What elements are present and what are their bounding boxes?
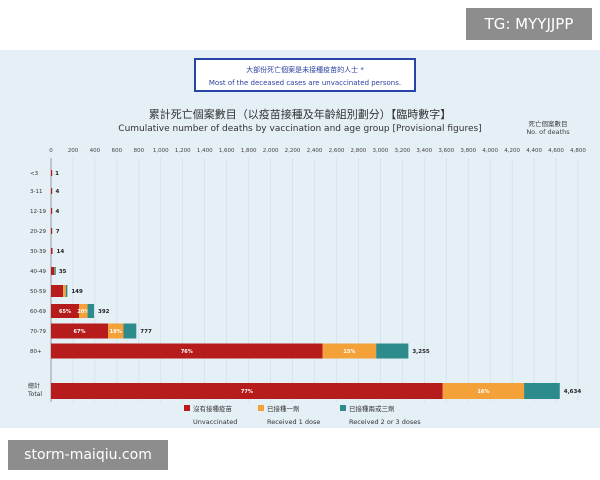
category-label: 40-49 bbox=[30, 269, 46, 275]
segment-percent-label: 20% bbox=[77, 309, 89, 315]
note-english: Most of the deceased cases are unvaccina… bbox=[208, 79, 402, 87]
bar-segment bbox=[51, 170, 53, 176]
x-tick-label: 3,600 bbox=[438, 148, 454, 154]
category-label: 80+ bbox=[30, 349, 42, 355]
x-tick-label: 3,000 bbox=[373, 148, 389, 154]
bar-segment bbox=[322, 343, 377, 359]
x-tick-label: 2,000 bbox=[263, 148, 279, 154]
segment-percent-label: 16% bbox=[477, 389, 489, 395]
category-label: 總計 bbox=[28, 382, 40, 390]
bar-segment bbox=[51, 304, 79, 318]
bar-segment bbox=[63, 285, 66, 297]
bar-segment bbox=[108, 323, 124, 339]
unit-label-zh: 死亡個案數目 bbox=[528, 120, 568, 128]
bar-total-label: 4,634 bbox=[564, 389, 582, 395]
x-tick-label: 1,200 bbox=[175, 148, 191, 154]
bar-total-label: 777 bbox=[140, 329, 152, 335]
bar-total-label: 14 bbox=[57, 249, 65, 255]
x-tick-label: 600 bbox=[112, 148, 123, 154]
bar-segment bbox=[51, 188, 53, 194]
x-tick-label: 1,000 bbox=[153, 148, 169, 154]
x-tick-label: 400 bbox=[90, 148, 101, 154]
x-tick-label: 2,800 bbox=[351, 148, 367, 154]
x-tick-label: 4,800 bbox=[570, 148, 586, 154]
category-label: 20-29 bbox=[30, 229, 46, 235]
bar-segment bbox=[78, 304, 88, 318]
bar-segment bbox=[51, 343, 323, 359]
category-label: 60-69 bbox=[30, 309, 46, 315]
x-tick-label: 4,600 bbox=[548, 148, 564, 154]
segment-percent-label: 77% bbox=[241, 389, 253, 395]
bar-total-label: 35 bbox=[59, 269, 67, 275]
category-label: 3-11 bbox=[30, 189, 42, 195]
x-tick-label: 1,600 bbox=[219, 148, 235, 154]
x-tick-label: 4,000 bbox=[482, 148, 498, 154]
bar-segment bbox=[54, 267, 56, 275]
bar-segment bbox=[51, 228, 53, 234]
segment-percent-label: 65% bbox=[59, 309, 71, 315]
category-label-en: Total bbox=[27, 391, 42, 398]
bar-total-label: 4 bbox=[55, 209, 59, 215]
x-tick-label: 3,200 bbox=[394, 148, 410, 154]
x-tick-label: 1,800 bbox=[241, 148, 257, 154]
x-tick-label: 4,400 bbox=[526, 148, 542, 154]
x-tick-label: 2,600 bbox=[329, 148, 345, 154]
segment-percent-label: 67% bbox=[74, 329, 86, 335]
legend-swatch bbox=[258, 405, 264, 411]
legend-label-zh: 沒有接種疫苗 bbox=[193, 404, 233, 413]
legend-label-en: Received 2 or 3 doses bbox=[349, 418, 421, 426]
bar-segment bbox=[376, 343, 409, 359]
segment-percent-label: 76% bbox=[181, 349, 193, 355]
segment-percent-label: 18% bbox=[110, 329, 122, 335]
legend-label-zh: 已接種兩或三劑 bbox=[349, 404, 395, 413]
legend-label-en: Unvaccinated bbox=[193, 418, 237, 426]
bar-total-label: 3,255 bbox=[412, 349, 430, 355]
chart-panel bbox=[0, 50, 600, 428]
bar-total-label: 4 bbox=[55, 189, 59, 195]
chart-subtitle: Cumulative number of deaths by vaccinati… bbox=[118, 124, 482, 134]
legend-label-zh: 已接種一劑 bbox=[267, 404, 300, 413]
bar-segment bbox=[87, 304, 95, 318]
chart-title: 累計死亡個案數目（以疫苗接種及年齡組別劃分）【臨時數字】 bbox=[148, 108, 452, 121]
bar-segment bbox=[524, 383, 560, 399]
unit-label-en: No. of deaths bbox=[526, 128, 570, 136]
watermark-site-label: storm-maiqiu.com bbox=[8, 440, 168, 470]
x-tick-label: 2,200 bbox=[285, 148, 301, 154]
legend-label-en: Received 1 dose bbox=[267, 418, 320, 426]
x-tick-label: 3,400 bbox=[416, 148, 432, 154]
segment-percent-label: 15% bbox=[343, 349, 355, 355]
category-label: 12-19 bbox=[30, 209, 46, 215]
bar-segment bbox=[51, 323, 109, 339]
bar-total-label: 392 bbox=[98, 309, 110, 315]
bar-segment bbox=[51, 267, 55, 275]
x-tick-label: 1,400 bbox=[197, 148, 213, 154]
note-chinese: 大部份死亡個案是未接種疫苗的人士 * bbox=[246, 66, 364, 74]
x-tick-label: 800 bbox=[134, 148, 145, 154]
bar-segment bbox=[51, 248, 53, 254]
x-tick-label: 200 bbox=[68, 148, 79, 154]
bar-segment bbox=[51, 285, 64, 297]
x-tick-label: 3,800 bbox=[460, 148, 476, 154]
bar-segment bbox=[65, 285, 68, 297]
watermark-tg-label: TG: MYYJJPP bbox=[466, 8, 592, 40]
x-tick-label: 2,400 bbox=[307, 148, 323, 154]
bar-total-label: 7 bbox=[56, 229, 60, 235]
x-tick-label: 4,200 bbox=[504, 148, 520, 154]
bar-total-label: 1 bbox=[55, 171, 59, 177]
category-label: 50-59 bbox=[30, 289, 46, 295]
bar-segment bbox=[123, 323, 137, 339]
category-label: 70-79 bbox=[30, 329, 46, 335]
bar-segment bbox=[51, 383, 443, 399]
category-label: <3 bbox=[30, 171, 39, 177]
highlight-note: 大部份死亡個案是未接種疫苗的人士 * Most of the deceased … bbox=[194, 58, 416, 92]
legend-swatch bbox=[184, 405, 190, 411]
bar-segment bbox=[51, 208, 53, 214]
legend-swatch bbox=[340, 405, 346, 411]
bar-total-label: 149 bbox=[71, 289, 83, 295]
bar-segment bbox=[442, 383, 525, 399]
category-label: 30-39 bbox=[30, 249, 46, 255]
x-tick-label: 0 bbox=[49, 148, 53, 154]
